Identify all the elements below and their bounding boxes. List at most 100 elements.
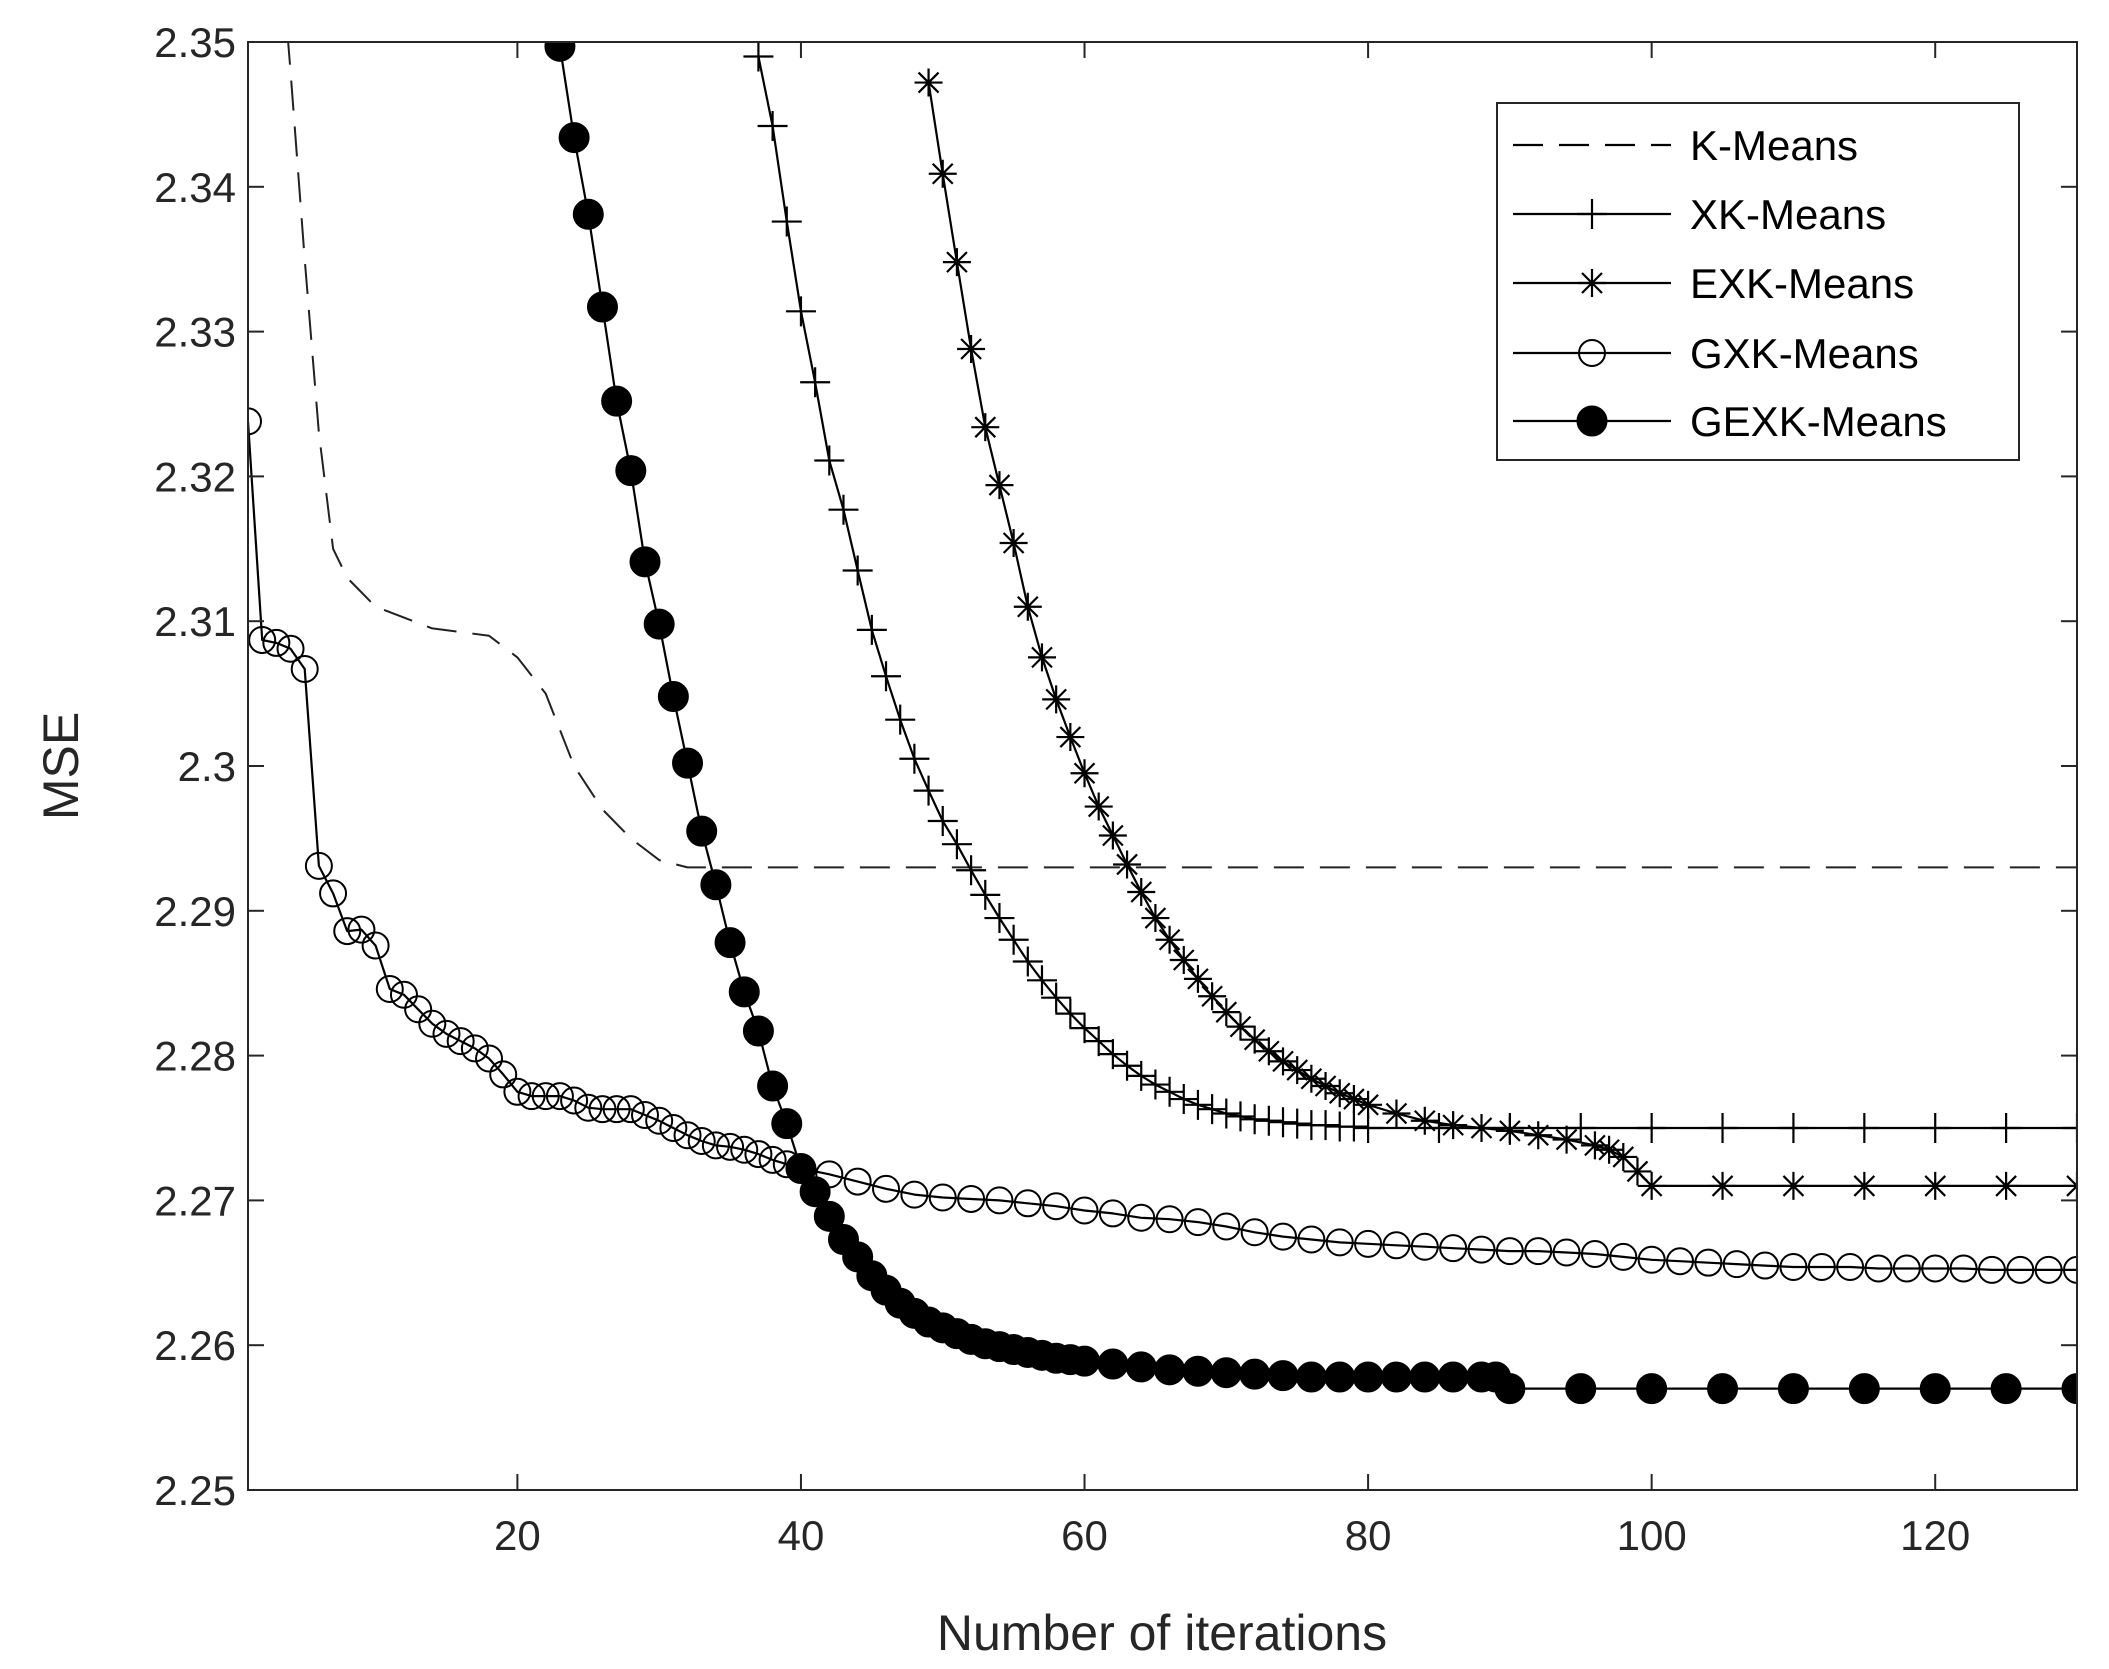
data-point-xk-means — [828, 494, 859, 525]
data-point-gxk-means — [319, 879, 348, 908]
data-point-gxk-means — [588, 1095, 617, 1124]
data-point-gxk-means — [900, 1180, 929, 1209]
data-point-exk-means — [1382, 1099, 1411, 1128]
data-point-gxk-means — [1949, 1254, 1978, 1283]
data-point-gxk-means — [1269, 1222, 1298, 1251]
data-point-xk-means — [856, 614, 887, 645]
y-axis-title: MSE — [33, 712, 89, 820]
data-point-exk-means — [1311, 1072, 1340, 1101]
data-point-gxk-means — [1609, 1242, 1638, 1271]
data-point-gexk-means — [586, 291, 618, 323]
data-point-gxk-means — [630, 1100, 659, 1129]
data-point-xk-means — [1338, 1111, 1369, 1142]
data-point-gxk-means — [1070, 1196, 1099, 1225]
data-point-gxk-means — [1836, 1253, 1865, 1282]
x-tick-label: 120 — [1900, 1512, 1970, 1559]
data-point-gxk-means — [1410, 1232, 1439, 1261]
data-point-gxk-means — [1127, 1203, 1156, 1232]
data-point-exk-means — [1297, 1064, 1326, 1093]
data-point-gxk-means — [333, 917, 362, 946]
data-point-exk-means — [985, 471, 1014, 500]
data-point-exk-means — [1084, 792, 1113, 821]
series-k-means — [287, 42, 2077, 869]
legend: K-Means XK-Means EXK-Means GXK-Means GEXK-Me… — [1496, 102, 2020, 461]
data-point-gxk-means — [957, 1184, 986, 1213]
data-point-gexk-means — [615, 455, 647, 487]
data-point-exk-means — [1269, 1047, 1298, 1076]
data-point-gexk-means — [686, 815, 718, 847]
data-point-gexk-means — [1154, 1354, 1186, 1386]
data-point-gxk-means — [1580, 1239, 1609, 1268]
legend-entry-gxk-means: GXK-Means — [1513, 330, 1919, 377]
data-point-xk-means — [1026, 965, 1057, 996]
data-point-gexk-means — [742, 1015, 774, 1047]
data-point-gxk-means — [1495, 1237, 1524, 1266]
data-point-xk-means — [1168, 1084, 1199, 1115]
data-point-gexk-means — [657, 680, 689, 712]
data-point-gexk-means — [643, 608, 675, 640]
data-point-gxk-means — [673, 1121, 702, 1150]
data-point-xk-means — [913, 775, 944, 806]
data-point-xk-means — [785, 296, 816, 327]
data-point-gexk-means — [1097, 1348, 1129, 1380]
data-point-gxk-means — [716, 1132, 745, 1161]
data-point-gxk-means — [744, 1140, 773, 1169]
data-point-xk-means — [814, 445, 845, 476]
data-point-gxk-means — [248, 407, 262, 436]
data-point-xk-means — [970, 879, 1001, 910]
data-point-xk-means — [941, 829, 972, 860]
x-axis-ticks: 20 40 60 80 100 120 — [494, 42, 1970, 1559]
x-tick-label: 100 — [1617, 1512, 1687, 1559]
data-point-xk-means — [1310, 1110, 1341, 1141]
data-point-xk-means — [1154, 1076, 1185, 1107]
data-point-exk-means — [1042, 685, 1071, 714]
data-point-xk-means — [1211, 1098, 1242, 1129]
data-point-xk-means — [956, 855, 987, 886]
data-point-gxk-means — [517, 1082, 546, 1111]
data-point-xk-means — [1041, 982, 1072, 1013]
data-point-gexk-means — [2061, 1373, 2077, 1405]
data-point-gxk-means — [276, 634, 305, 663]
data-point-exk-means — [1155, 925, 1184, 954]
data-point-exk-means — [957, 334, 986, 363]
data-point-gxk-means — [1779, 1253, 1808, 1282]
data-point-exk-means — [1070, 759, 1099, 788]
data-point-exk-means — [1141, 904, 1170, 933]
data-point-gexk-means — [728, 976, 760, 1008]
data-point-gexk-means — [771, 1108, 803, 1140]
data-point-exk-means — [1169, 946, 1198, 975]
data-point-gexk-means — [1494, 1373, 1526, 1405]
data-point-gxk-means — [545, 1082, 574, 1111]
data-point-gxk-means — [1382, 1231, 1411, 1260]
data-point-xk-means — [885, 704, 916, 735]
data-point-xk-means — [1253, 1105, 1284, 1136]
data-point-gxk-means — [446, 1027, 475, 1056]
data-point-exk-means — [1850, 1171, 1879, 1200]
data-point-gexk-means — [544, 42, 576, 62]
data-point-gexk-means — [1295, 1361, 1327, 1393]
data-point-gxk-means — [1921, 1254, 1950, 1283]
data-point-exk-means — [1254, 1037, 1283, 1066]
data-point-gexk-means — [757, 1070, 789, 1102]
data-point-gexk-means — [1182, 1355, 1214, 1387]
data-point-gxk-means — [489, 1060, 518, 1089]
data-point-exk-means — [1410, 1106, 1439, 1135]
data-point-gxk-means — [460, 1034, 489, 1063]
x-tick-label: 40 — [778, 1512, 825, 1559]
data-point-exk-means — [1779, 1171, 1808, 1200]
series-gxk-means — [248, 407, 2077, 1284]
data-point-xk-means — [757, 110, 788, 141]
x-tick-label: 20 — [494, 1512, 541, 1559]
data-point-gexk-means — [1069, 1345, 1101, 1377]
data-point-gxk-means — [1864, 1254, 1893, 1283]
data-point-gxk-means — [1807, 1253, 1836, 1282]
data-point-exk-means — [914, 68, 943, 97]
data-point-exk-means — [1439, 1111, 1468, 1140]
legend-entry-k-means: K-Means — [1513, 122, 1858, 169]
data-point-exk-means — [1127, 877, 1156, 906]
y-tick-label: 2.34 — [154, 164, 236, 211]
data-point-gxk-means — [1212, 1212, 1241, 1241]
y-tick-label: 2.33 — [154, 309, 236, 356]
legend-label-gxk-means: GXK-Means — [1690, 330, 1919, 377]
data-point-exk-means — [1580, 1131, 1609, 1160]
